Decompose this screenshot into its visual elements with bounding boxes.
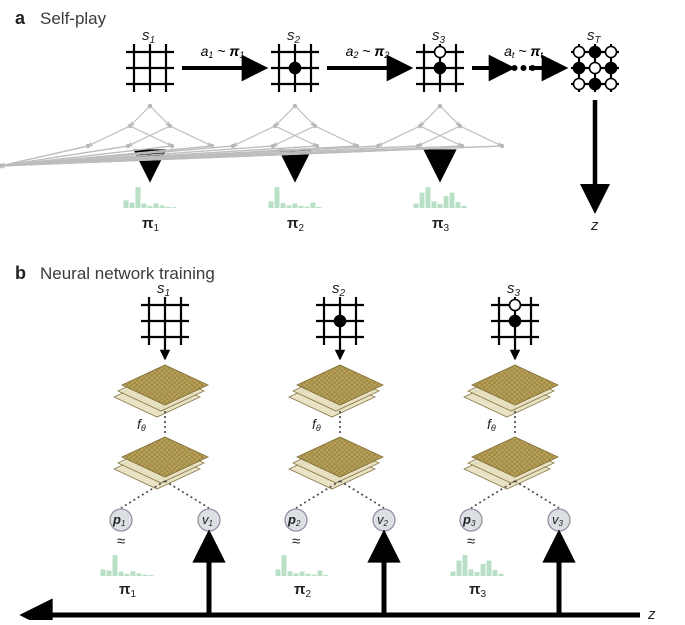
z-label-b: z: [647, 606, 656, 620]
state-label-sT: sT: [587, 27, 602, 46]
state-label-s2: s2: [287, 27, 301, 46]
panel-a: a Self-play s1 s2 s3 sT a1 ~ π1 a2 ~ π2 at ~ πt π…: [0, 8, 619, 234]
pi-label-b-2: π2: [294, 581, 311, 600]
action-label-2: a2 ~ π2: [346, 43, 390, 60]
f-theta-label-1: fθ: [137, 416, 146, 433]
f-theta-label-2: fθ: [312, 416, 321, 433]
state-label-s3: s3: [432, 27, 446, 46]
action-label-t: at ~ πt: [504, 43, 543, 60]
state-label-s1: s1: [142, 27, 155, 46]
action-label-1: a1 ~ π1: [201, 43, 245, 60]
figure-svg: a Self-play s1 s2 s3 sT a1 ~ π1 a2 ~ π2 at ~ πt π…: [0, 0, 685, 620]
approx-p-1: ≈: [117, 533, 125, 550]
z-label-a: z: [590, 217, 599, 234]
pi-label-b-3: π3: [469, 581, 486, 600]
panel-b-title: Neural network training: [40, 264, 215, 283]
pi-label-a-3: π3: [432, 215, 449, 234]
state-label-b-s2: s2: [332, 280, 346, 299]
pi-label-a-2: π2: [287, 215, 304, 234]
approx-p-3: ≈: [467, 533, 475, 550]
panel-b-letter: b: [15, 263, 26, 283]
pi-label-a-1: π1: [142, 215, 159, 234]
f-theta-label-3: fθ: [487, 416, 496, 433]
panel-a-title: Self-play: [40, 9, 107, 28]
pi-label-b-1: π1: [119, 581, 136, 600]
panel-a-letter: a: [15, 8, 26, 28]
approx-p-2: ≈: [292, 533, 300, 550]
state-label-b-s3: s3: [507, 280, 521, 299]
panel-b: bNeural network trainings1fθp1v1≈≈π1s2fθ…: [15, 263, 685, 620]
